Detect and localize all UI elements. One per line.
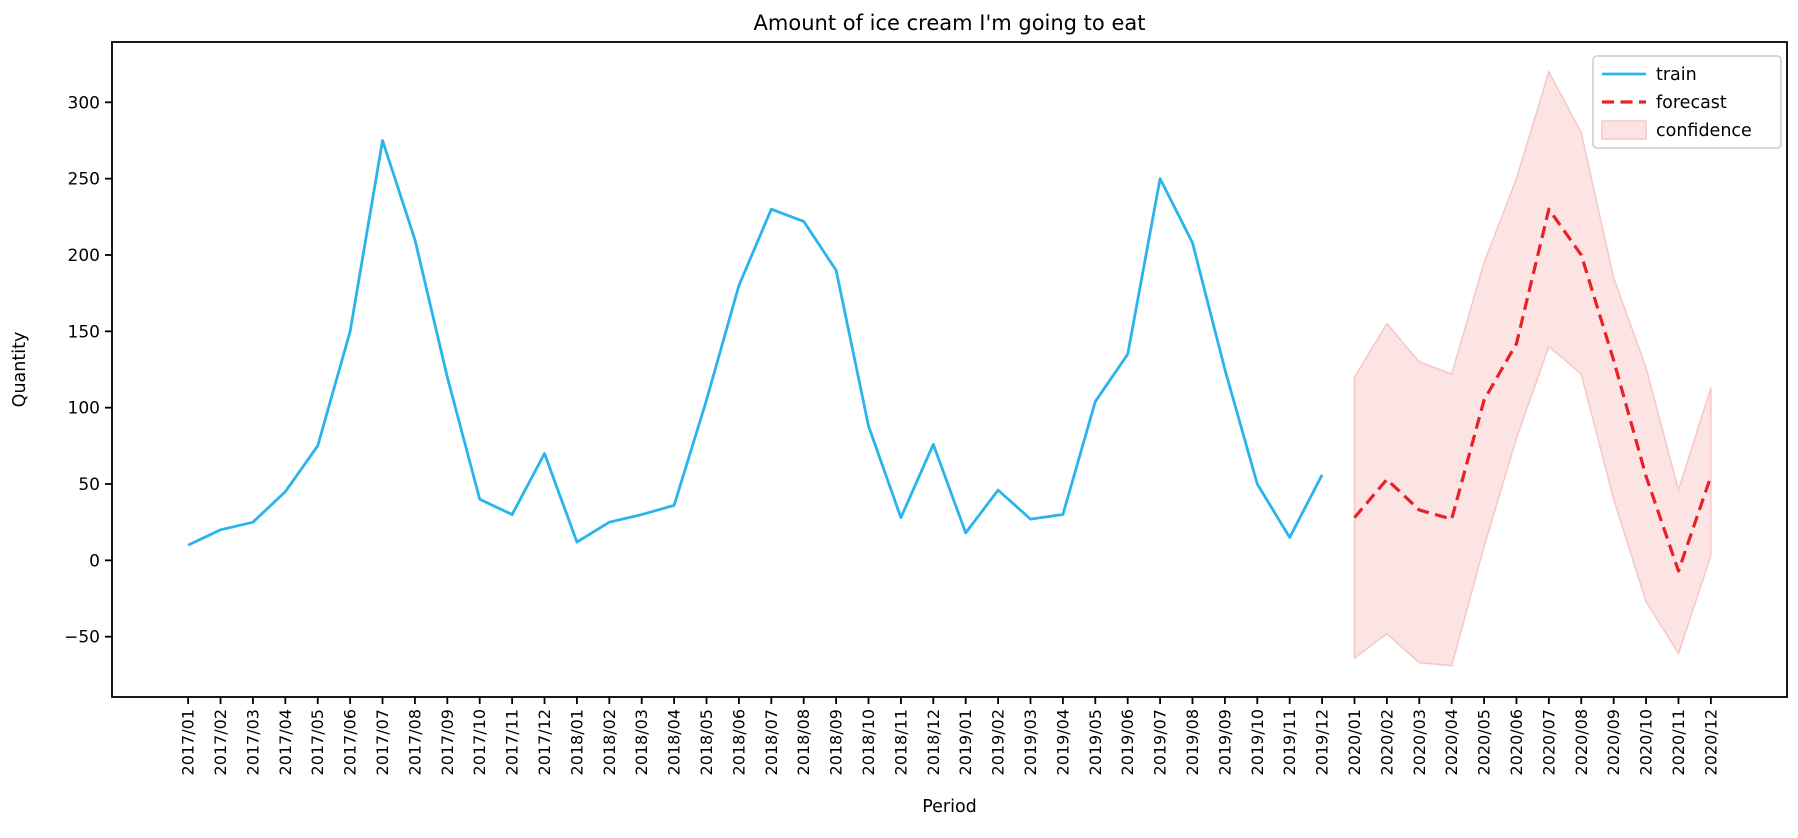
x-tick-label: 2018/06 [729,709,748,775]
x-tick-label: 2018/09 [827,709,846,775]
x-tick-label: 2018/10 [859,709,878,775]
x-tick-label: 2019/02 [989,709,1008,775]
x-tick-label: 2017/02 [211,709,230,775]
x-tick-label: 2018/12 [924,709,943,775]
x-tick-label: 2017/08 [405,709,424,775]
x-tick-label: 2019/10 [1248,709,1267,775]
y-tick-label: 200 [68,246,100,266]
x-tick-label: 2018/01 [567,709,586,775]
x-tick-label: 2019/04 [1053,709,1072,775]
x-tick-label: 2019/07 [1151,709,1170,775]
y-tick-label: 100 [68,399,100,419]
x-tick-label: 2020/01 [1345,709,1364,775]
y-tick-label: 0 [89,551,100,571]
x-tick-label: 2018/08 [794,709,813,775]
y-tick-label: 300 [68,93,100,113]
confidence-band [1353,69,1712,667]
x-tick-label: 2019/03 [1021,709,1040,775]
x-tick-label: 2019/01 [956,709,975,775]
x-tick-label: 2020/05 [1475,709,1494,775]
x-tick-label: 2017/05 [308,709,327,775]
x-tick-label: 2020/04 [1442,709,1461,775]
x-tick-label: 2018/11 [891,709,910,775]
x-tick-label: 2020/08 [1572,709,1591,775]
x-axis-label: Period [922,797,977,817]
x-tick-label: 2018/03 [632,709,651,775]
x-tick-label: 2018/02 [600,709,619,775]
x-tick-label: 2019/08 [1183,709,1202,775]
x-tick-label: 2020/06 [1507,709,1526,775]
x-tick-label: 2017/03 [243,709,262,775]
x-tick-label: 2019/11 [1280,709,1299,775]
x-tick-label: 2019/05 [1086,709,1105,775]
legend: train forecast confidence [1592,55,1782,149]
y-tick-label: 250 [68,170,100,190]
x-tick-label: 2017/10 [470,709,489,775]
legend-item-confidence: confidence [1656,121,1752,141]
x-tick-label: 2018/05 [697,709,716,775]
x-tick-label: 2017/01 [179,709,198,775]
x-tick-label: 2020/11 [1669,709,1688,775]
y-tick-label: −50 [64,628,100,648]
y-tick-label: 50 [78,475,100,495]
y-tick-label: 150 [68,322,100,342]
x-tick-label: 2019/06 [1118,709,1137,775]
x-tick-label: 2020/07 [1539,709,1558,775]
x-tick-label: 2020/10 [1637,709,1656,775]
x-tick-label: 2018/04 [665,709,684,775]
x-tick-label: 2018/07 [762,709,781,775]
legend-item-forecast: forecast [1656,93,1727,113]
train-line [187,139,1324,547]
x-tick-label: 2017/07 [373,709,392,775]
x-axis: 2017/01 2017/02 2017/03 2017/04 2017/05 2017/… [179,697,1720,775]
x-tick-label: 2017/12 [535,709,554,775]
x-tick-label: 2019/12 [1313,709,1332,775]
x-tick-label: 2020/02 [1377,709,1396,775]
x-tick-label: 2017/09 [438,709,457,775]
legend-item-train: train [1656,65,1697,85]
x-tick-label: 2020/09 [1604,709,1623,775]
legend-confidence-swatch [1601,120,1647,140]
x-tick-label: 2017/04 [276,709,295,775]
chart-title: Amount of ice cream I'm going to eat [754,11,1146,35]
x-tick-label: 2020/12 [1701,709,1720,775]
x-tick-label: 2017/06 [341,709,360,775]
plot-border [111,41,1788,698]
x-tick-label: 2020/03 [1410,709,1429,775]
x-tick-label: 2017/11 [503,709,522,775]
y-axis: −50 0 50 100 150 200 250 300 [64,93,112,648]
y-axis-label: Quantity [10,332,30,408]
x-tick-label: 2019/09 [1215,709,1234,775]
